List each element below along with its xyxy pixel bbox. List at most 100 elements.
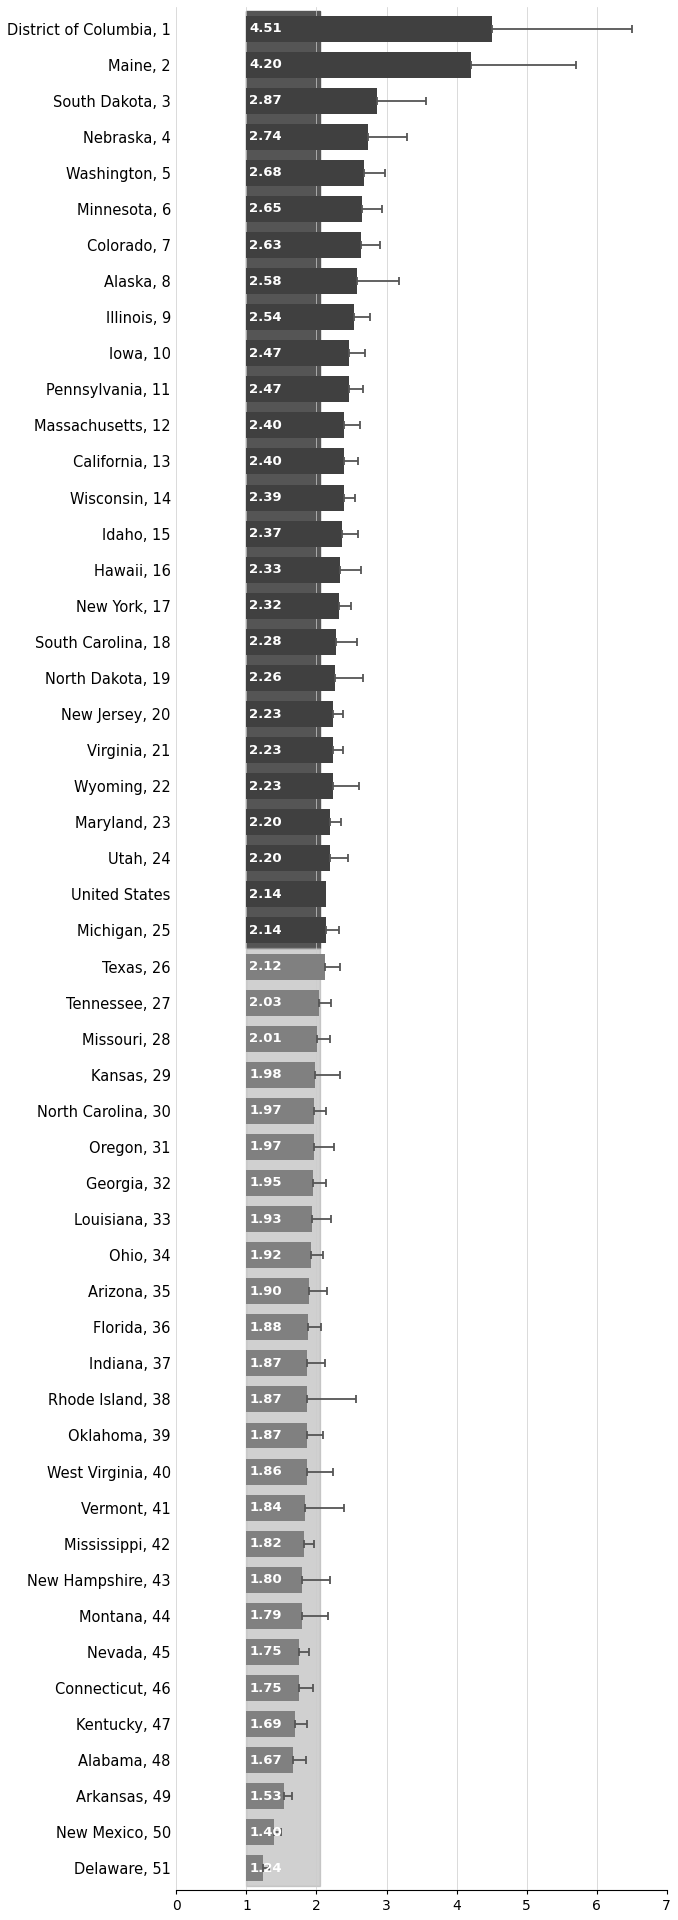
Bar	[246, 774, 333, 799]
Text: 1.79: 1.79	[250, 1609, 282, 1622]
Bar	[246, 1135, 315, 1160]
Bar	[246, 1459, 306, 1484]
Bar	[246, 1315, 308, 1340]
Text: 2.68: 2.68	[250, 167, 282, 179]
Text: 2.58: 2.58	[250, 275, 282, 288]
Text: 1.88: 1.88	[250, 1321, 282, 1334]
Text: 1.87: 1.87	[250, 1392, 282, 1405]
Text: 1.53: 1.53	[250, 1789, 282, 1803]
Bar	[246, 1747, 294, 1774]
Bar	[246, 269, 357, 294]
Text: 1.97: 1.97	[250, 1140, 282, 1154]
Text: 1.82: 1.82	[250, 1538, 282, 1549]
Text: 2.03: 2.03	[250, 996, 282, 1010]
Text: 2.47: 2.47	[250, 382, 282, 396]
Text: 1.40: 1.40	[250, 1826, 282, 1839]
Text: 1.95: 1.95	[250, 1177, 282, 1190]
Bar	[246, 808, 330, 835]
Text: 2.12: 2.12	[250, 960, 282, 973]
Text: 2.33: 2.33	[250, 563, 282, 576]
Bar	[246, 376, 349, 403]
Bar	[246, 664, 335, 691]
Text: 2.20: 2.20	[250, 816, 282, 829]
Bar	[246, 1242, 311, 1267]
Bar	[246, 1567, 302, 1594]
Bar	[246, 484, 344, 511]
Bar	[246, 1530, 304, 1557]
Bar	[246, 1386, 307, 1413]
Bar	[246, 989, 319, 1016]
Bar	[246, 1640, 299, 1665]
Bar	[246, 701, 333, 728]
Bar	[246, 340, 349, 367]
Bar	[246, 1494, 305, 1521]
Text: 4.20: 4.20	[250, 58, 282, 71]
Text: 2.23: 2.23	[250, 780, 282, 793]
Bar	[246, 123, 368, 150]
Bar	[246, 413, 344, 438]
Text: 1.87: 1.87	[250, 1357, 282, 1369]
Bar	[246, 15, 492, 42]
Bar	[246, 1603, 302, 1628]
Bar	[246, 88, 378, 113]
Bar	[246, 630, 336, 655]
Text: 1.75: 1.75	[250, 1645, 282, 1659]
Text: 2.37: 2.37	[250, 528, 282, 540]
Bar	[246, 593, 339, 618]
Text: 1.98: 1.98	[250, 1068, 282, 1081]
Text: 1.80: 1.80	[250, 1572, 282, 1586]
Text: 1.24: 1.24	[250, 1862, 282, 1876]
Text: 2.40: 2.40	[250, 419, 282, 432]
Text: 2.23: 2.23	[250, 707, 282, 720]
Text: 2.20: 2.20	[250, 852, 282, 864]
Text: 2.32: 2.32	[250, 599, 282, 612]
Bar	[246, 1674, 299, 1701]
Text: 2.01: 2.01	[250, 1033, 282, 1044]
Bar	[246, 737, 333, 762]
Text: 2.14: 2.14	[250, 924, 282, 937]
Bar	[246, 845, 330, 872]
Bar	[246, 1279, 309, 1304]
Bar	[246, 1423, 307, 1448]
Bar	[246, 1711, 295, 1738]
Text: 2.26: 2.26	[250, 672, 282, 684]
Text: 2.14: 2.14	[250, 887, 282, 900]
Text: 2.87: 2.87	[250, 94, 282, 108]
Bar	[246, 557, 340, 582]
Bar	[246, 1098, 315, 1123]
Bar	[246, 1062, 315, 1089]
Bar	[246, 232, 361, 257]
Text: 1.67: 1.67	[250, 1753, 282, 1766]
Text: 1.90: 1.90	[250, 1284, 282, 1298]
Text: 2.74: 2.74	[250, 131, 282, 144]
Text: 1.84: 1.84	[250, 1501, 282, 1515]
Text: 1.86: 1.86	[250, 1465, 282, 1478]
Text: 1.97: 1.97	[250, 1104, 282, 1117]
Bar	[246, 1025, 317, 1052]
Text: 1.92: 1.92	[250, 1248, 282, 1261]
Bar	[246, 948, 320, 1887]
Text: 1.93: 1.93	[250, 1213, 282, 1225]
Text: 2.65: 2.65	[250, 202, 282, 215]
Bar	[246, 918, 326, 943]
Bar	[246, 1820, 275, 1845]
Bar	[246, 1350, 307, 1377]
Bar	[246, 1855, 263, 1882]
Bar	[246, 10, 320, 948]
Text: 1.69: 1.69	[250, 1718, 282, 1730]
Bar	[246, 159, 364, 186]
Bar	[246, 881, 326, 908]
Bar	[246, 303, 355, 330]
Text: 2.23: 2.23	[250, 743, 282, 756]
Bar	[246, 954, 325, 979]
Text: 2.63: 2.63	[250, 238, 282, 252]
Bar	[246, 449, 344, 474]
Text: 1.75: 1.75	[250, 1682, 282, 1695]
Text: 2.54: 2.54	[250, 311, 282, 324]
Bar	[246, 52, 471, 77]
Bar	[246, 1169, 313, 1196]
Bar	[246, 196, 362, 223]
Text: 1.87: 1.87	[250, 1428, 282, 1442]
Bar	[246, 1784, 283, 1809]
Text: 2.40: 2.40	[250, 455, 282, 468]
